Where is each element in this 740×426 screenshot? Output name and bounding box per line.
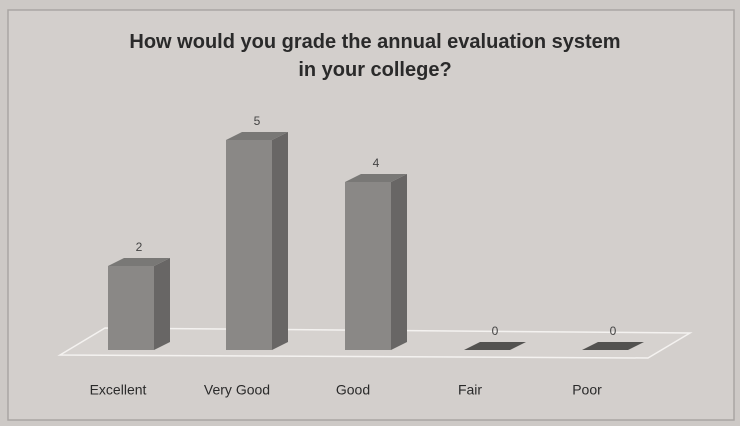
value-label: 4	[373, 156, 380, 170]
bar-top	[226, 132, 288, 140]
chart-title: How would you grade the annual evaluatio…	[129, 31, 621, 81]
x-tick-label: Very Good	[204, 382, 270, 398]
bar-side	[272, 132, 288, 350]
x-tick-label: Excellent	[90, 382, 147, 398]
x-tick-label: Good	[336, 382, 370, 398]
bar-front	[345, 182, 391, 350]
bar-top	[464, 342, 526, 350]
value-label: 0	[610, 324, 617, 338]
value-label: 5	[254, 114, 261, 128]
x-tick-label: Fair	[458, 382, 482, 398]
x-tick-label: Poor	[572, 382, 602, 398]
bar-top	[582, 342, 644, 350]
value-label: 0	[492, 324, 499, 338]
value-label: 2	[136, 240, 143, 254]
bar-top	[345, 174, 407, 182]
bar-top	[108, 258, 170, 266]
bar-front	[226, 140, 272, 350]
bar-side	[391, 174, 407, 350]
bar-front	[108, 266, 154, 350]
bar-side	[154, 258, 170, 350]
